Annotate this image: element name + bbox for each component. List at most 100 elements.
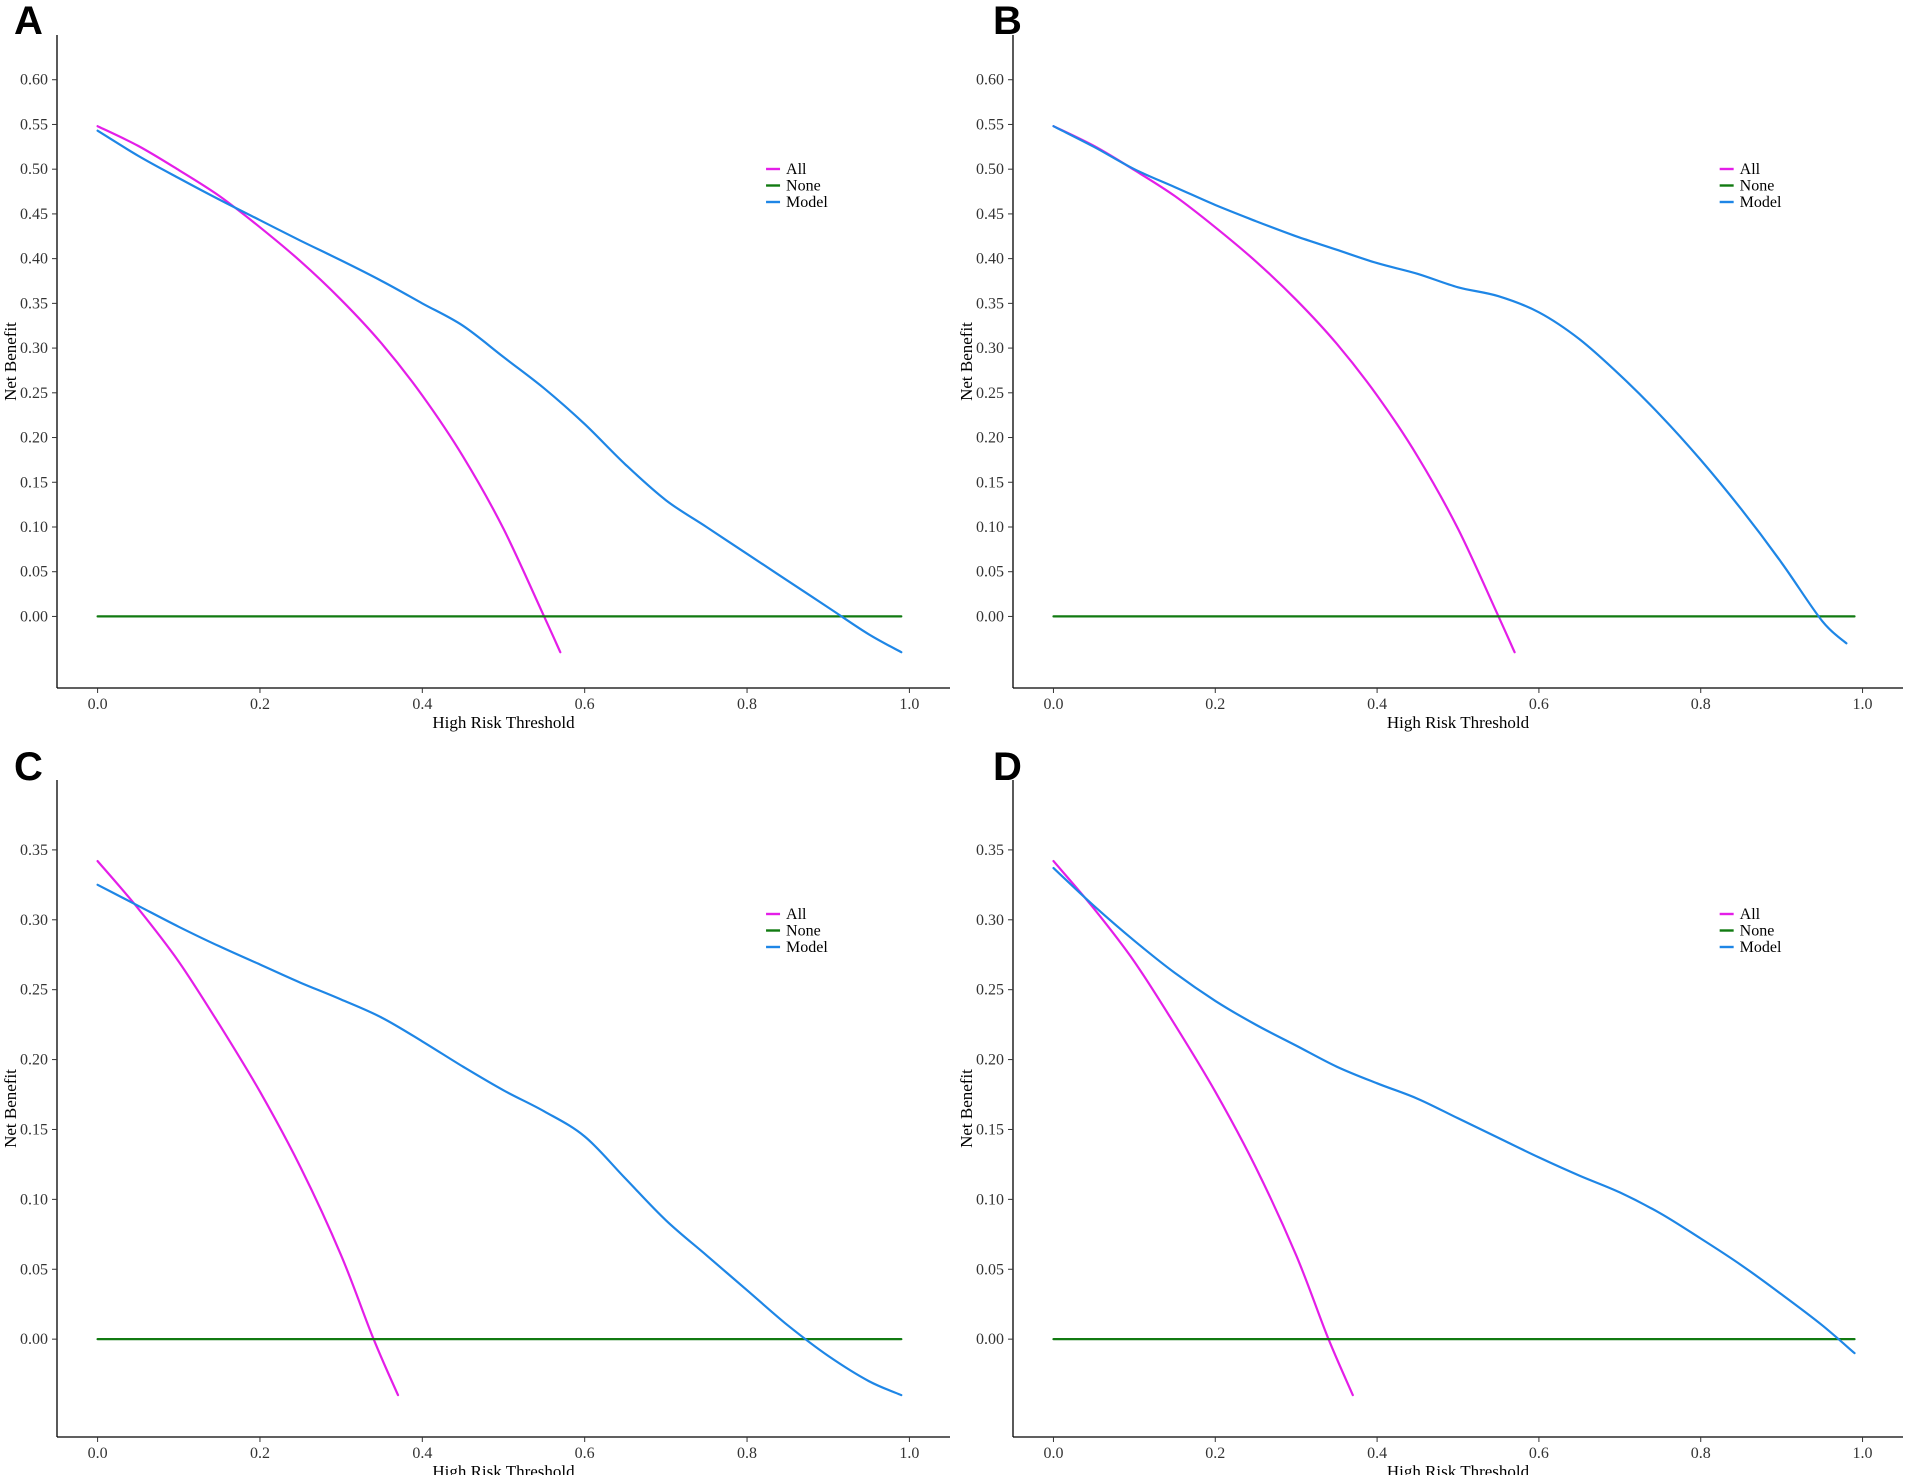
series-line-all	[1052, 860, 1354, 1397]
y-tick-label: 0.30	[20, 912, 48, 929]
legend-label-model: Model	[1740, 939, 1782, 956]
y-tick-label: 0.55	[20, 116, 48, 133]
x-axis-title: High Risk Threshold	[1387, 1462, 1530, 1475]
legend-label-all: All	[786, 906, 807, 923]
y-tick-label: 0.45	[976, 206, 1004, 223]
x-tick-label: 1.0	[1853, 1445, 1873, 1462]
panel-c: C 0.00 0.05 0.10 0.15 0.20 0.25 0.30 0.35 0.0 0.2 0…	[1, 745, 950, 1475]
y-tick-label: 0.15	[20, 1121, 48, 1138]
series-line-model	[1052, 125, 1848, 645]
x-tick-label: 0.4	[412, 1445, 432, 1462]
legend-label-none: None	[1740, 178, 1775, 195]
x-tick-label: 0.6	[1529, 1445, 1549, 1462]
y-tick-label: 0.45	[20, 206, 48, 223]
x-axis-title: High Risk Threshold	[1387, 713, 1530, 732]
y-tick-label: 0.00	[976, 608, 1004, 625]
x-tick-label: 0.8	[737, 696, 757, 713]
x-tick-label: 0.2	[250, 696, 270, 713]
x-tick-label: 0.6	[1529, 696, 1549, 713]
y-tick-label: 0.20	[20, 1052, 48, 1069]
y-tick-label: 0.30	[976, 340, 1004, 357]
y-tick-label: 0.50	[976, 161, 1004, 178]
series-line-model	[96, 883, 903, 1397]
y-tick-label: 0.20	[20, 430, 48, 447]
y-tick-label: 0.05	[976, 564, 1004, 581]
y-tick-label: 0.35	[976, 842, 1004, 859]
x-tick-label: 1.0	[899, 696, 919, 713]
x-tick-label: 1.0	[1853, 696, 1873, 713]
x-tick-label: 0.4	[1367, 1445, 1387, 1462]
legend-label-none: None	[786, 178, 821, 195]
panel-letter-c: C	[14, 745, 43, 789]
x-axis-title: High Risk Threshold	[432, 1462, 575, 1475]
y-tick-label: 0.15	[976, 1121, 1004, 1138]
y-tick-label: 0.35	[976, 295, 1004, 312]
y-tick-label: 0.00	[976, 1331, 1004, 1348]
x-tick-label: 0.6	[575, 696, 595, 713]
x-tick-label: 0.8	[1691, 1445, 1711, 1462]
legend-label-all: All	[786, 161, 807, 178]
series-line-model	[96, 129, 903, 654]
x-tick-label: 0.2	[1205, 1445, 1225, 1462]
y-tick-label: 0.25	[976, 982, 1004, 999]
y-tick-label: 0.30	[976, 912, 1004, 929]
panel-b: B 0.00 0.05 0.10 0.15 0.20 0.25 0.30 0.35 0.40 0.4…	[957, 0, 1903, 732]
series-line-all	[1052, 125, 1516, 654]
legend-label-model: Model	[786, 194, 828, 211]
x-tick-label: 0.0	[1043, 696, 1063, 713]
y-tick-label: 0.10	[976, 1191, 1004, 1208]
legend-label-model: Model	[1740, 194, 1782, 211]
x-tick-label: 0.2	[250, 1445, 270, 1462]
y-tick-label: 0.40	[20, 251, 48, 268]
legend-label-all: All	[1740, 906, 1761, 923]
series-line-all	[96, 125, 562, 654]
y-tick-label: 0.60	[20, 72, 48, 89]
y-axis-title: Net Benefit	[1, 1069, 20, 1148]
y-tick-label: 0.25	[976, 385, 1004, 402]
x-tick-label: 0.2	[1205, 696, 1225, 713]
x-tick-label: 0.8	[1691, 696, 1711, 713]
x-tick-label: 0.0	[1043, 1445, 1063, 1462]
y-tick-label: 0.50	[20, 161, 48, 178]
x-tick-label: 0.6	[575, 1445, 595, 1462]
y-axis-title: Net Benefit	[957, 1069, 976, 1148]
y-tick-label: 0.00	[20, 1331, 48, 1348]
x-tick-label: 0.4	[1367, 696, 1387, 713]
y-tick-label: 0.40	[976, 251, 1004, 268]
series-line-model	[1052, 867, 1856, 1355]
x-axis-title: High Risk Threshold	[432, 713, 575, 732]
x-tick-label: 0.4	[412, 696, 432, 713]
y-tick-label: 0.20	[976, 1052, 1004, 1069]
y-tick-label: 0.35	[20, 295, 48, 312]
y-tick-label: 0.00	[20, 608, 48, 625]
panel-a: A 0.00 0.05 0.10 0.15 0.20 0.25 0.30 0.35 0.40 0.4…	[1, 0, 950, 732]
y-axis-title: Net Benefit	[957, 322, 976, 401]
y-tick-label: 0.20	[976, 430, 1004, 447]
y-tick-label: 0.60	[976, 72, 1004, 89]
y-tick-label: 0.15	[976, 474, 1004, 491]
y-tick-label: 0.25	[20, 982, 48, 999]
y-tick-label: 0.10	[20, 519, 48, 536]
legend-label-none: None	[786, 923, 821, 940]
legend-label-model: Model	[786, 939, 828, 956]
panel-d: D 0.00 0.05 0.10 0.15 0.20 0.25 0.30 0.35 0.0 0.2 0…	[957, 745, 1903, 1475]
y-tick-label: 0.25	[20, 385, 48, 402]
legend-label-all: All	[1740, 161, 1761, 178]
x-tick-label: 0.0	[88, 1445, 108, 1462]
x-tick-label: 0.8	[737, 1445, 757, 1462]
y-tick-label: 0.35	[20, 842, 48, 859]
series-line-all	[96, 860, 400, 1397]
panel-letter-a: A	[14, 0, 43, 43]
y-tick-label: 0.55	[976, 116, 1004, 133]
legend-label-none: None	[1740, 923, 1775, 940]
panel-letter-b: B	[993, 0, 1022, 43]
x-tick-label: 0.0	[88, 696, 108, 713]
y-axis-title: Net Benefit	[1, 322, 20, 401]
panel-letter-d: D	[993, 745, 1022, 789]
y-tick-label: 0.10	[20, 1191, 48, 1208]
y-tick-label: 0.10	[976, 519, 1004, 536]
y-tick-label: 0.30	[20, 340, 48, 357]
y-tick-label: 0.15	[20, 474, 48, 491]
y-tick-label: 0.05	[976, 1261, 1004, 1278]
